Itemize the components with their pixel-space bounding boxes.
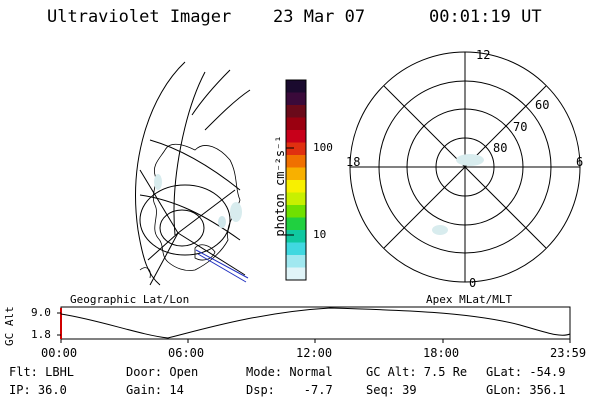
colorbar-band <box>286 217 306 231</box>
colorbar-band <box>286 167 306 181</box>
altitude-ylabel: GC Alt <box>3 306 16 346</box>
colorbar-band <box>286 105 306 118</box>
info-glat: GLat: -54.9 <box>486 365 566 379</box>
info-filter: Flt: LBHL <box>9 365 75 379</box>
geographic-panel-label: Geographic Lat/Lon <box>70 293 190 306</box>
colorbar-band <box>286 267 306 281</box>
altitude-xtick-1200: 12:00 <box>296 346 333 360</box>
colorbar-band <box>286 205 306 218</box>
colorbar-band <box>286 130 306 143</box>
colorbar-band <box>286 230 306 243</box>
earth-limb <box>135 61 186 286</box>
colorbar-band <box>286 117 306 131</box>
altitude-plot-frame <box>60 306 571 340</box>
instrument-title: Ultraviolet Imager <box>47 7 232 27</box>
colorbar-band <box>286 255 306 268</box>
altitude-ytick-top: 9.0 <box>31 306 51 319</box>
colorbar-band <box>286 80 306 93</box>
apex-polar-plot <box>349 51 581 283</box>
mlt-label-0: 0 <box>469 276 477 290</box>
altitude-xtick-0600: 06:00 <box>168 346 205 360</box>
color-scale-bar <box>285 79 307 281</box>
info-seq: Seq: 39 <box>366 383 417 397</box>
colorbar-band <box>286 92 306 106</box>
observation-date: 23 Mar 07 <box>273 7 366 27</box>
info-glon: GLon: 356.1 <box>486 383 566 397</box>
info-gain: Gain: 14 <box>126 383 184 397</box>
altitude-ytick-bottom: 1.8 <box>31 328 51 341</box>
info-mode: Mode: Normal <box>246 365 333 379</box>
observation-time: 00:01:19 UT <box>429 7 542 27</box>
colorbar-band <box>286 142 306 156</box>
mlat-label-70: 70 <box>513 120 528 134</box>
info-ip: IP: 36.0 <box>9 383 67 397</box>
mlat-label-80: 80 <box>493 141 508 155</box>
mlt-label-18: 18 <box>346 155 361 169</box>
altitude-xtick-0000: 00:00 <box>41 346 78 360</box>
mlt-label-6: 6 <box>576 155 584 169</box>
colorbar-band <box>286 192 306 206</box>
colorbar-tick-100: 100 <box>313 141 333 154</box>
colorbar-band <box>286 180 306 193</box>
colorbar-tick-10: 10 <box>313 228 327 241</box>
colorbar-band <box>286 242 306 256</box>
mlt-label-12: 12 <box>476 48 491 62</box>
apex-panel-label: Apex MLat/MLT <box>426 293 513 306</box>
colorbar-unit-label: photon cm⁻²s⁻¹ <box>273 135 287 237</box>
geographic-map <box>135 61 251 286</box>
colorbar-band <box>286 155 306 168</box>
info-dsp: Dsp: -7.7 <box>246 383 333 397</box>
mlat-label-60: 60 <box>535 98 550 112</box>
altitude-xtick-2359: 23:59 <box>550 346 587 360</box>
altitude-xtick-1800: 18:00 <box>423 346 460 360</box>
altitude-plot <box>57 306 571 343</box>
info-door: Door: Open <box>126 365 199 379</box>
info-gc-alt: GC Alt: 7.5 Re <box>366 365 468 379</box>
